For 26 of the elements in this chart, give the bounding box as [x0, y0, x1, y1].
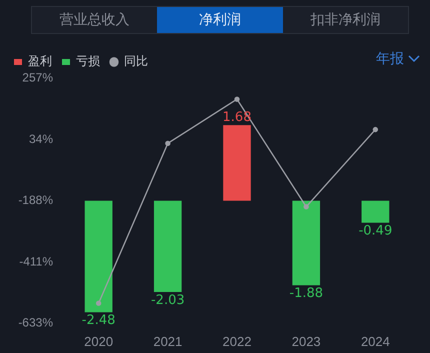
point — [165, 140, 170, 146]
y-tick-label: -633% — [18, 316, 54, 330]
x-tick-label: 2023 — [292, 334, 321, 349]
point — [234, 96, 240, 102]
x-tick-label: 2022 — [222, 334, 252, 349]
x-tick-label: 2024 — [360, 334, 390, 349]
y-tick-label: 34% — [28, 132, 54, 146]
text: 营业总收入 — [58, 11, 131, 30]
x-tick-label: 2021 — [153, 334, 182, 349]
text: 年报 — [376, 50, 404, 68]
data-label: -2.03 — [150, 292, 185, 308]
text: 扣非净利润 — [309, 11, 382, 30]
text: 净利润 — [157, 7, 283, 33]
point — [96, 300, 102, 306]
x-tick-label: 2020 — [84, 334, 114, 349]
data-label: -0.49 — [358, 224, 392, 239]
data-label: -1.88 — [289, 286, 324, 302]
y-tick-label: -188% — [18, 193, 54, 208]
legend-label: 亏损 — [76, 54, 100, 68]
y-tick-label: 257% — [22, 70, 54, 84]
legend-label: 盈利 — [28, 54, 52, 68]
data-label: -2.48 — [82, 313, 116, 328]
legend-label: 同比 — [124, 54, 148, 68]
point — [372, 126, 378, 132]
y-tick-label: -411% — [19, 254, 54, 268]
point — [304, 204, 309, 210]
